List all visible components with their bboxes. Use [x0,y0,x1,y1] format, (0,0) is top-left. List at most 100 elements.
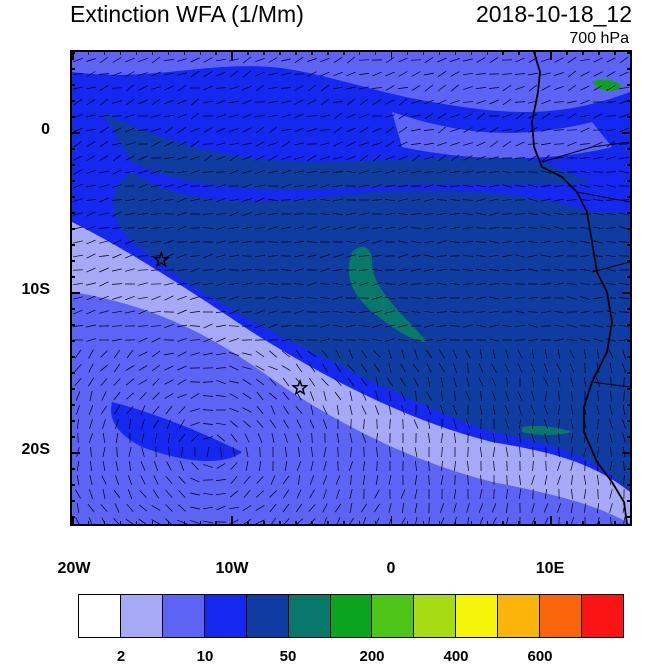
wind-barb [111,325,123,327]
wind-barb [413,377,419,387]
wind-barb [255,350,265,358]
wind-barb [177,253,187,259]
wind-barb [102,447,106,457]
wind-barb [488,227,500,229]
wind-barb [229,519,239,524]
wind-barb [415,460,417,472]
wind-barb [267,199,279,201]
wind-barb [359,282,369,286]
wind-barb [125,57,135,63]
wind-barb [229,169,239,175]
wind-barb [255,84,265,92]
wind-barb [347,377,355,387]
wind-barb [363,418,365,430]
axis-tick [627,148,632,150]
wind-barb [320,267,330,273]
wind-barb [216,337,226,343]
wind-barb [453,363,457,373]
wind-barb [216,127,226,133]
wind-barb [583,503,587,513]
wind-barb [113,489,121,499]
wind-barb [427,432,431,444]
axis-tick [151,521,154,526]
wind-barb [191,462,199,470]
wind-barb [426,391,432,401]
wind-barb [255,57,265,63]
wind-barb [268,323,278,329]
wind-barb [177,113,187,119]
wind-barb [619,86,629,90]
axis-tick [502,521,504,526]
wind-barb [126,406,134,414]
wind-barb [475,283,487,285]
wind-barb [203,464,213,468]
wind-barb [333,310,343,314]
wind-barb [282,377,290,387]
wind-barb [177,365,187,371]
colorbar-label-400: 400 [443,648,469,665]
wind-barb [544,349,548,359]
wind-barb [514,339,526,341]
wind-barb [505,502,509,514]
wind-barb [610,446,612,458]
wind-barb [579,269,591,271]
axis-tick [627,180,632,182]
wind-barb [229,393,239,399]
axis-tick [70,484,75,486]
axis-tick [70,116,75,118]
colorbar-box [330,595,373,637]
wind-barb [489,324,499,328]
wind-barb [319,198,331,202]
wind-barb [592,283,604,285]
wind-barb [150,227,162,229]
wind-barb [245,447,249,457]
wind-barb [423,171,435,173]
wind-barb [164,379,174,385]
wind-barb [580,85,590,91]
wind-barb [454,390,456,402]
axis-tick [311,521,313,526]
wind-barb [177,295,187,301]
wind-barb [336,433,340,443]
wind-barb [528,155,538,161]
wind-barb [229,365,239,371]
wind-barb [152,405,160,415]
axis-tick [627,468,632,470]
wind-barb [271,517,277,524]
wind-barb [554,114,564,118]
wind-barb [229,309,239,315]
colorbar-box [162,595,205,637]
wind-barb [596,363,600,373]
wind-barb [556,503,562,513]
axis-tick [279,50,281,55]
wind-barb [216,155,226,161]
axis-tick [199,50,202,55]
wind-barb [437,57,447,63]
wind-barb [138,170,148,174]
wind-barb [363,474,365,486]
wind-barb [100,350,108,358]
wind-barb [505,419,509,429]
wind-barb [112,169,122,175]
wind-barb [309,489,315,499]
wind-barb [361,503,367,513]
wind-barb [282,475,290,485]
wind-barb [137,269,149,271]
wind-barb [99,184,109,188]
colorbar-box [120,595,163,637]
wind-barb [622,405,626,415]
lon-label-10e: 10E [535,560,565,577]
wind-barb [346,212,356,216]
wind-barb [441,390,443,402]
wind-barb [216,197,226,203]
lat-label-0: 0 [41,121,50,138]
wind-barb [398,310,408,314]
wind-barb [609,433,613,443]
wind-barb [245,461,249,471]
wind-barb [138,518,147,524]
wind-barb [244,433,250,443]
wind-barb [268,170,278,174]
wind-barb [571,404,573,416]
wind-barb [346,155,356,161]
wind-barb [389,418,391,430]
